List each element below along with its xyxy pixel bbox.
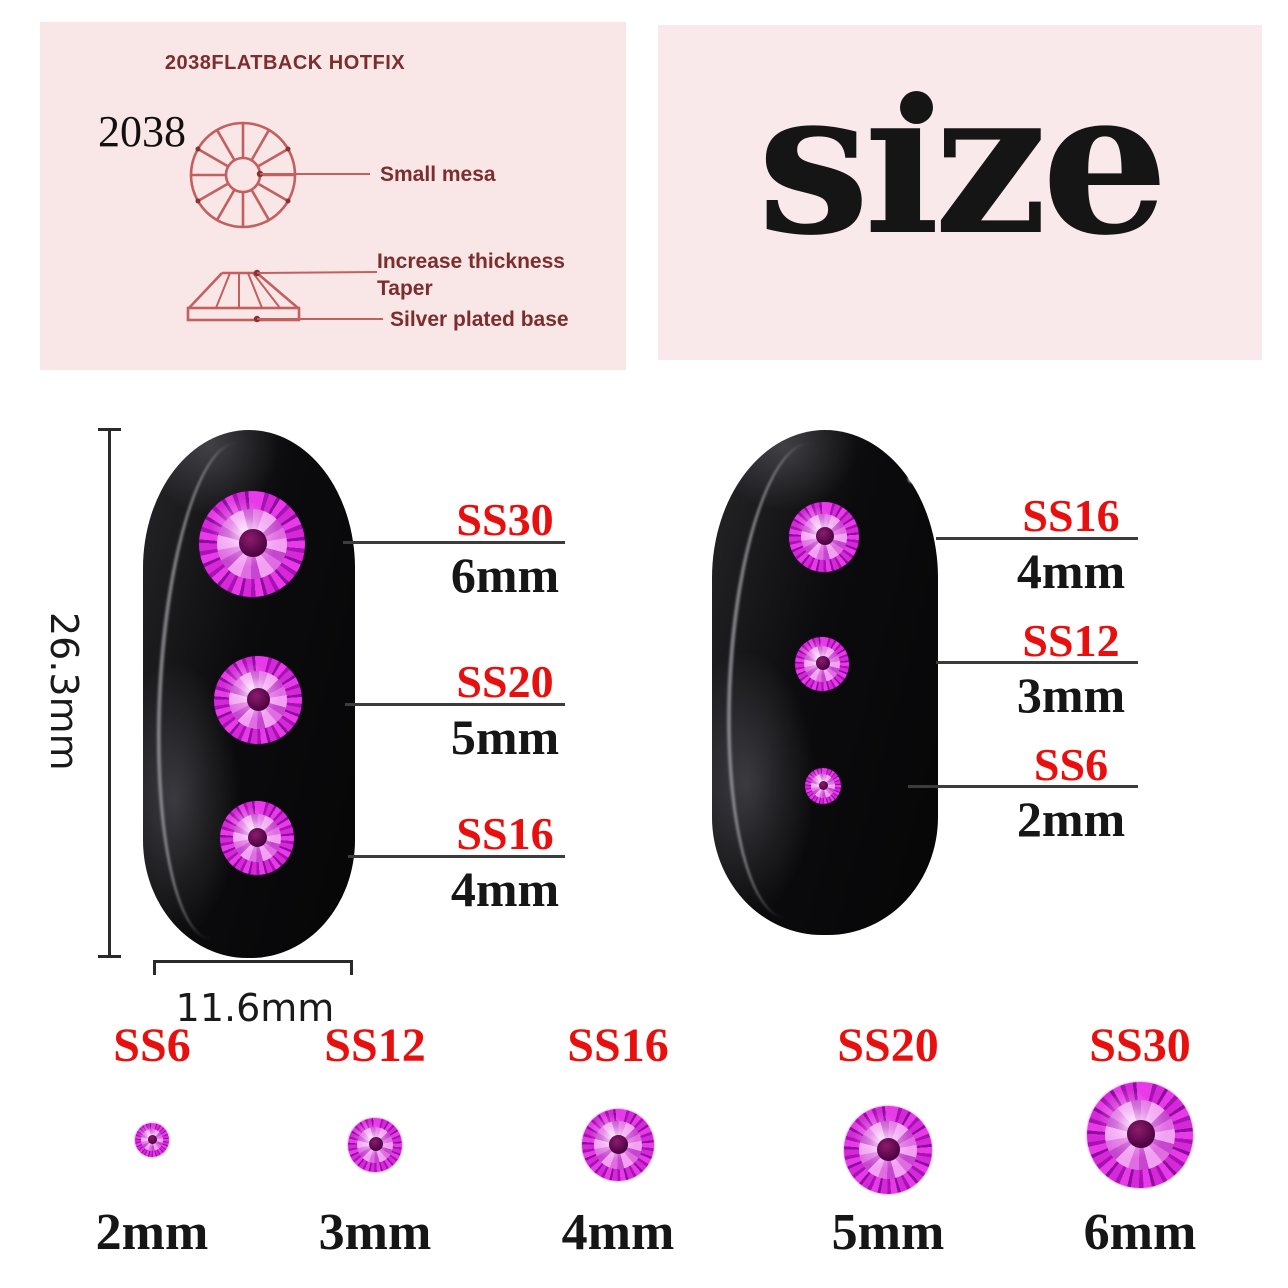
chart-size-code: SS16: [567, 1019, 669, 1072]
rhinestone-ss16: [220, 801, 294, 875]
nail-spark-highlight: [908, 474, 917, 483]
chart-size-mm: 6mm: [1083, 1204, 1197, 1261]
chart-size-mm: 2mm: [95, 1204, 209, 1261]
height-dimension-line: [98, 428, 121, 958]
callout-silver-base: Silver plated base: [390, 308, 569, 331]
rhinestone-ss30: [1087, 1082, 1193, 1188]
callout-small-mesa: Small mesa: [380, 163, 496, 186]
size-mm-label: 6mm: [450, 547, 560, 603]
model-number: 2038: [98, 107, 186, 156]
size-mm-label: 4mm: [1016, 543, 1126, 599]
callout-increase-thickness: Increase thickness: [377, 250, 565, 273]
size-mm-label: 3mm: [1016, 667, 1126, 723]
size-code-label: SS6: [1033, 739, 1109, 790]
chart-size-code: SS12: [324, 1019, 426, 1072]
chart-size-code: SS20: [837, 1019, 939, 1072]
rhinestone-ss30: [199, 491, 305, 597]
callout-line: [936, 661, 1138, 664]
rhinestone-ss12: [348, 1118, 402, 1172]
rhinestone-ss16: [582, 1109, 654, 1181]
chart-size-mm: 3mm: [318, 1204, 432, 1261]
chart-size-code: SS30: [1089, 1019, 1191, 1072]
chart-size-mm: 5mm: [831, 1204, 945, 1261]
spec-title: 2038FLATBACK HOTFIX: [164, 52, 406, 74]
rhinestone-ss20: [214, 656, 302, 744]
size-mm-label: 4mm: [450, 861, 560, 917]
size-code-label: SS12: [1022, 615, 1120, 666]
width-dimension-line: [153, 960, 353, 975]
size-code-label: SS20: [456, 656, 554, 707]
rhinestone-ss12: [795, 637, 849, 691]
nail-height-value: 26.3mm: [42, 612, 86, 771]
callout-line: [908, 785, 1138, 788]
callout-thickness: Increase thickness Taper: [377, 248, 565, 302]
chart-size-mm: 4mm: [561, 1204, 675, 1261]
size-heading: sıze: [757, 45, 1168, 280]
size-code-label: SS16: [456, 808, 554, 859]
size-panel: sıze: [658, 25, 1262, 360]
callout-line: [348, 855, 565, 858]
size-code-label: SS16: [1022, 490, 1120, 541]
rhinestone-ss6: [135, 1123, 169, 1157]
callout-line: [343, 541, 565, 544]
size-code-label: SS30: [456, 494, 554, 545]
size-mm-label: 2mm: [1016, 791, 1126, 847]
nail-width-value: 11.6mm: [175, 986, 335, 1030]
chart-size-code: SS6: [113, 1019, 191, 1072]
size-mm-label: 5mm: [450, 709, 560, 765]
spec-panel: 2038FLATBACK HOTFIX 2038: [40, 22, 626, 370]
rhinestone-ss20: [844, 1106, 932, 1194]
rhinestone-ss16: [789, 502, 859, 572]
rhinestone-structure-diagram: [186, 121, 383, 323]
callout-taper: Taper: [377, 277, 433, 300]
size-heading-dot-icon: [900, 91, 933, 124]
callout-line: [936, 537, 1138, 540]
callout-line: [345, 703, 565, 706]
rhinestone-ss6: [805, 768, 841, 804]
